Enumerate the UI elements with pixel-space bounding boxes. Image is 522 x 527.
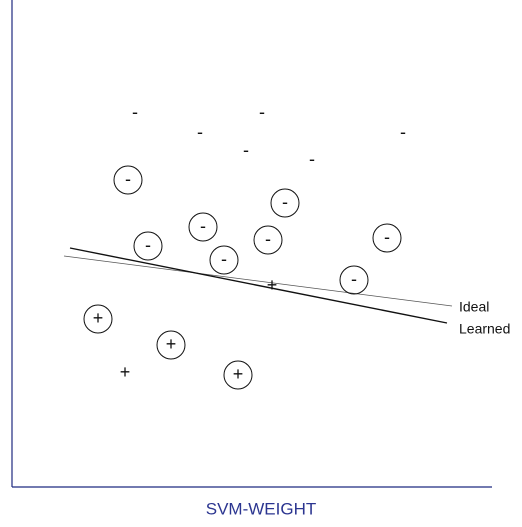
point-circle xyxy=(209,245,239,275)
point-label: + xyxy=(120,362,131,382)
point-label: - xyxy=(125,169,131,189)
line-label: Learned xyxy=(459,321,510,337)
title: SVM-WEIGHT xyxy=(206,499,317,518)
point-label: - xyxy=(243,140,249,160)
point-label: - xyxy=(384,227,390,247)
point-label: - xyxy=(259,102,265,122)
point-label: - xyxy=(265,229,271,249)
point-label: - xyxy=(309,149,315,169)
point-label: - xyxy=(400,122,406,142)
point-label: - xyxy=(197,122,203,142)
point-label: - xyxy=(200,216,206,236)
learned-line xyxy=(69,247,448,324)
point-label: - xyxy=(145,235,151,255)
point-circle xyxy=(156,330,186,360)
point-circle xyxy=(372,223,402,253)
point-label: - xyxy=(282,192,288,212)
point-label: + xyxy=(267,275,278,295)
point-circle xyxy=(133,231,163,261)
ideal-line xyxy=(63,255,453,307)
point-circle xyxy=(253,225,283,255)
point-label: - xyxy=(132,102,138,122)
point-circle xyxy=(113,165,143,195)
point-label: - xyxy=(351,269,357,289)
point-label: - xyxy=(221,249,227,269)
point-circle xyxy=(188,212,218,242)
line-label: Ideal xyxy=(459,299,489,315)
point-label: + xyxy=(166,334,177,354)
point-circle xyxy=(270,188,300,218)
point-circle xyxy=(223,360,253,390)
point-circle xyxy=(339,265,369,295)
point-circle xyxy=(83,304,113,334)
point-label: + xyxy=(93,308,104,328)
point-label: + xyxy=(233,364,244,384)
